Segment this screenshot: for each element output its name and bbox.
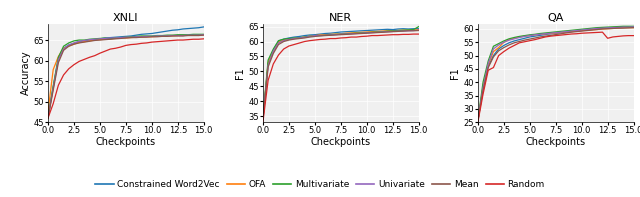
Title: QA: QA [548,13,564,23]
X-axis label: Checkpoints: Checkpoints [311,137,371,147]
Title: XNLI: XNLI [113,13,139,23]
Legend: Constrained Word2Vec, OFA, Multivariate, Univariate, Mean, Random: Constrained Word2Vec, OFA, Multivariate,… [92,176,548,192]
Y-axis label: Accuracy: Accuracy [20,51,31,95]
X-axis label: Checkpoints: Checkpoints [96,137,156,147]
Y-axis label: F1: F1 [451,67,460,79]
Title: NER: NER [329,13,353,23]
Y-axis label: F1: F1 [236,67,245,79]
X-axis label: Checkpoints: Checkpoints [525,137,586,147]
